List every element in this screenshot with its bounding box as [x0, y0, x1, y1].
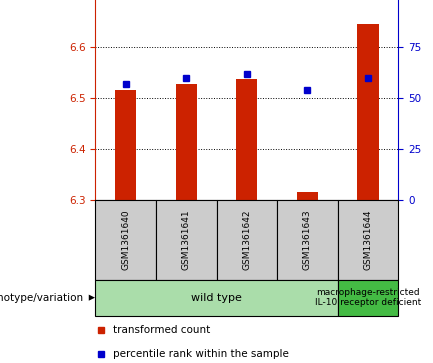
Bar	[156, 200, 216, 280]
Bar	[277, 200, 338, 280]
Text: GSM1361642: GSM1361642	[242, 209, 251, 270]
Bar	[115, 90, 136, 200]
Bar	[338, 200, 398, 280]
Text: macrophage-restricted
IL-10 receptor deficient: macrophage-restricted IL-10 receptor def…	[315, 288, 421, 307]
Text: GSM1361643: GSM1361643	[303, 209, 312, 270]
Text: GSM1361644: GSM1361644	[364, 209, 372, 270]
Bar	[297, 192, 318, 200]
Bar	[216, 200, 277, 280]
Text: GSM1361640: GSM1361640	[121, 209, 130, 270]
Text: percentile rank within the sample: percentile rank within the sample	[113, 348, 289, 359]
Bar	[358, 24, 378, 200]
Bar	[95, 200, 156, 280]
Bar	[95, 280, 338, 316]
Text: GSM1361641: GSM1361641	[182, 209, 191, 270]
Text: transformed count: transformed count	[113, 325, 211, 335]
Bar	[236, 79, 257, 200]
Polygon shape	[89, 295, 95, 301]
Text: genotype/variation: genotype/variation	[0, 293, 87, 303]
Bar	[176, 84, 197, 200]
Text: wild type: wild type	[191, 293, 242, 303]
Bar	[338, 280, 398, 316]
